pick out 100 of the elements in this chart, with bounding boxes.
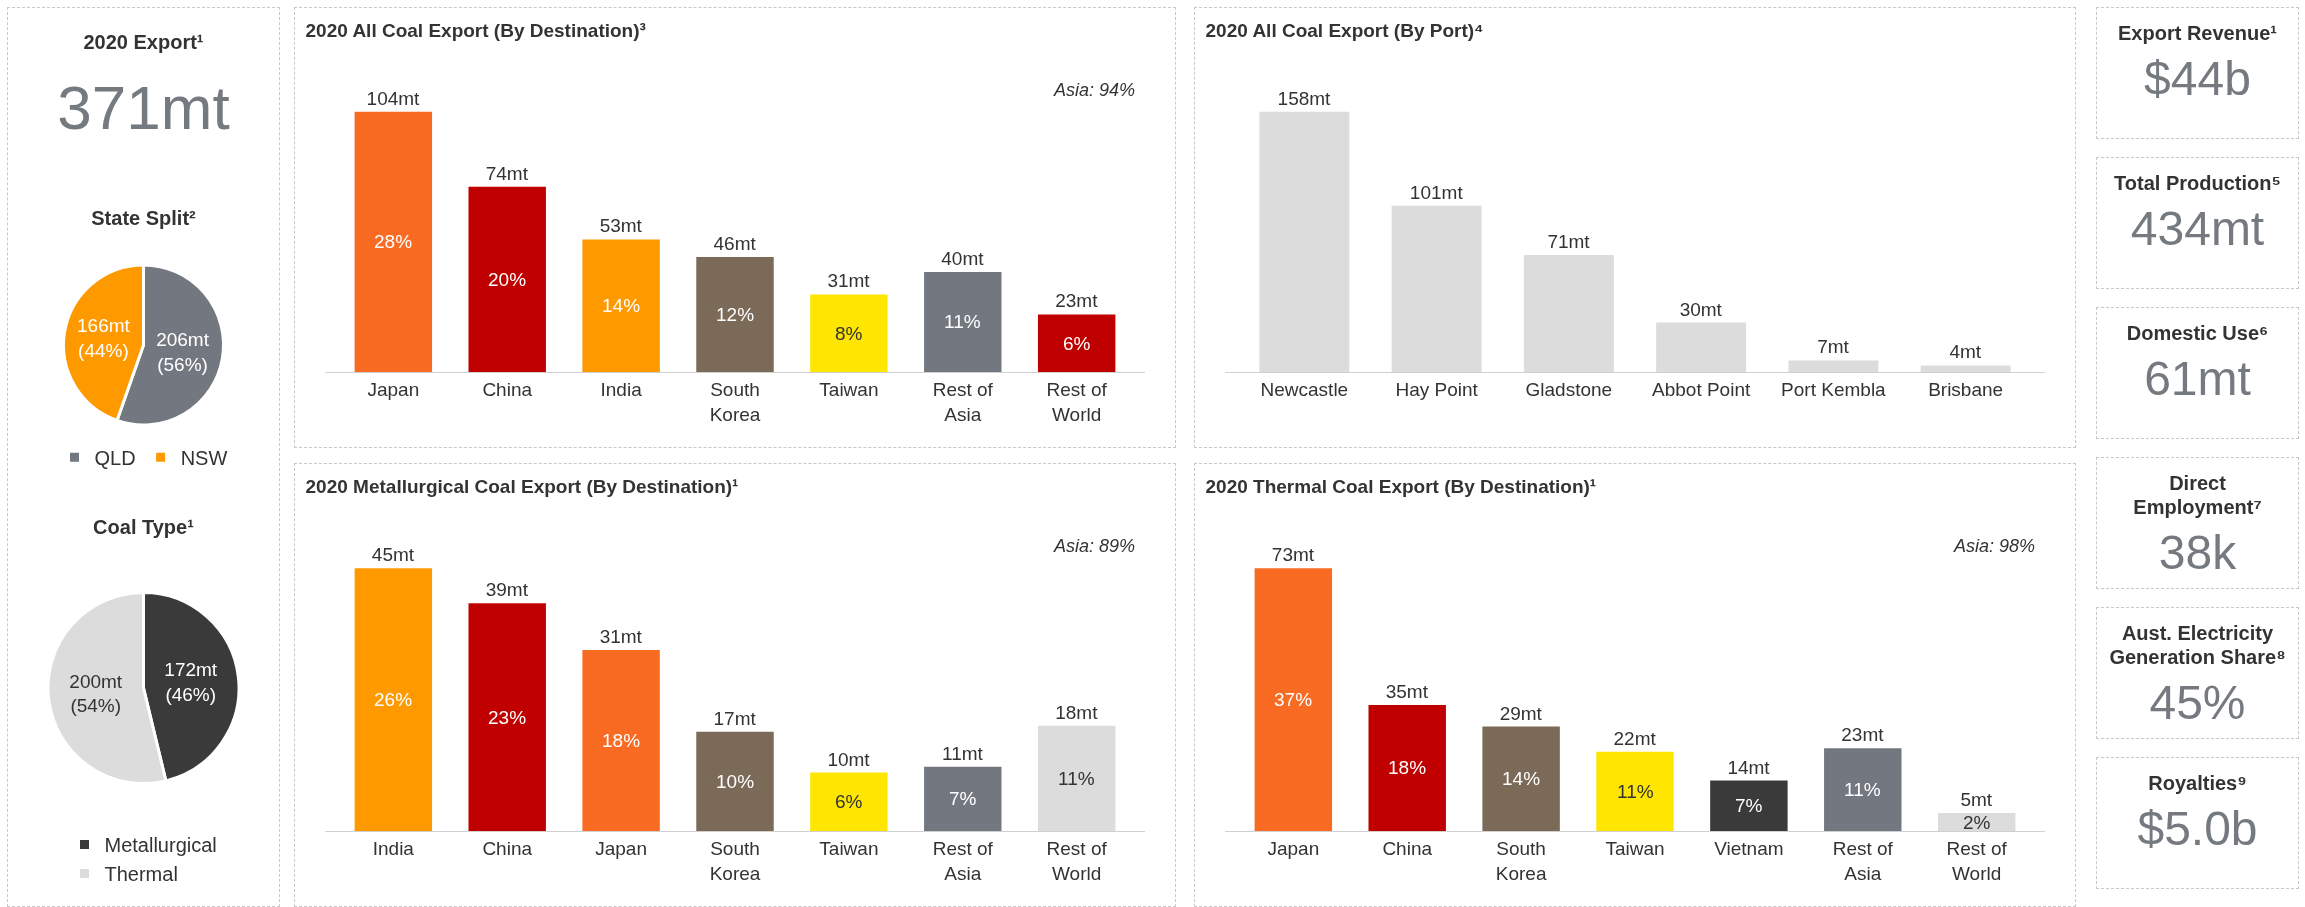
text: Royalties⁹	[2147, 771, 2248, 795]
data-label: 46mt	[713, 232, 757, 254]
bar	[354, 111, 433, 372]
text: Asia: 98%	[1953, 536, 2036, 556]
text: Asia: 94%	[1053, 80, 1136, 100]
x-tick-label: Rest of Asia	[1832, 837, 1894, 884]
text: 371mt	[57, 72, 230, 143]
data-label: 29mt	[1499, 702, 1543, 724]
x-tick-label: Rest of World	[1046, 837, 1108, 884]
x-tick-label: Hay Point	[1395, 378, 1479, 400]
bar	[810, 772, 888, 831]
x-tick-label: Abbot Point	[1652, 378, 1751, 400]
data-label: 31mt	[827, 270, 871, 292]
data-label: 172mt (46%)	[164, 659, 218, 706]
chart-title: 2020 All Coal Export (By Destination)³	[305, 19, 646, 41]
data-label: 101mt	[1409, 181, 1464, 203]
x-tick-label: China	[1382, 837, 1433, 859]
bar	[810, 294, 888, 372]
data-label: 40mt	[941, 247, 985, 269]
annotation: 37%	[1274, 689, 1313, 710]
annotation: 14%	[1502, 768, 1541, 789]
x-tick-label: Taiwan	[1605, 837, 1665, 859]
data-label: 206mt (56%)	[156, 328, 210, 375]
data-label: 18mt	[1055, 701, 1099, 723]
data-label: 17mt	[713, 707, 757, 729]
chart-title: State Split²	[91, 206, 197, 229]
text: 61mt	[2144, 351, 2251, 406]
data-label: 200mt (54%)	[69, 670, 123, 717]
chart-title: 2020 Metallurgical Coal Export (By Destination)¹	[305, 475, 739, 497]
legend-label: Thermal	[104, 863, 178, 886]
text: Aust. Electricity Generation Share⁸	[2108, 621, 2287, 669]
x-tick-label: Gladstone	[1525, 378, 1613, 400]
legend-label: Metallurgical	[104, 834, 217, 857]
x-tick-label: Japan	[595, 837, 647, 859]
x-tick-label: Japan	[1267, 837, 1320, 859]
annotation: 11%	[1844, 779, 1881, 800]
data-label: 7mt	[1817, 336, 1850, 358]
x-tick-label: Vietnam	[1714, 837, 1784, 859]
data-label: 11mt	[942, 742, 984, 764]
bar	[1482, 726, 1560, 831]
annotation: 18%	[1388, 757, 1427, 778]
bar	[1368, 704, 1446, 831]
text: Export Revenue¹	[2117, 21, 2278, 45]
annotation: 11%	[1058, 768, 1095, 789]
bar	[924, 766, 1002, 831]
data-label: 14mt	[1727, 756, 1771, 778]
x-tick-label: South Korea	[709, 378, 761, 425]
annotation: 18%	[602, 730, 641, 751]
annotation: 7%	[949, 788, 977, 809]
annotation: 8%	[835, 323, 863, 344]
x-tick-label: Rest of World	[1946, 837, 2008, 884]
annotation: 11%	[1617, 781, 1654, 802]
data-label: 35mt	[1385, 680, 1429, 702]
annotation: 6%	[835, 791, 863, 812]
text: $5.0b	[2137, 801, 2258, 856]
bar	[696, 731, 774, 831]
data-label: 4mt	[1949, 341, 1982, 363]
bar	[696, 256, 774, 372]
data-label: 53mt	[599, 215, 643, 237]
text: 38k	[2158, 525, 2237, 580]
text: Domestic Use⁶	[2125, 321, 2270, 345]
annotation: 11%	[944, 311, 981, 332]
text: $44b	[2144, 51, 2251, 106]
annotation: 12%	[716, 304, 755, 325]
text: 434mt	[2130, 201, 2265, 256]
bar	[1824, 748, 1902, 831]
data-label: 73mt	[1271, 544, 1315, 566]
annotation: 26%	[374, 689, 413, 710]
x-tick-label: Rest of Asia	[932, 378, 994, 425]
x-tick-label: China	[482, 837, 533, 859]
text: Direct Employment⁷	[2132, 471, 2263, 519]
text: 2020 Export¹	[82, 30, 205, 54]
bar	[582, 239, 660, 372]
data-label: 71mt	[1547, 231, 1591, 253]
x-tick-label: South Korea	[709, 837, 761, 884]
x-tick-label: Port Kembla	[1781, 378, 1887, 400]
annotation: 14%	[602, 295, 641, 316]
bar	[468, 603, 546, 831]
annotation: 6%	[1063, 333, 1091, 354]
data-label: 22mt	[1613, 727, 1657, 749]
bar	[1596, 751, 1674, 831]
annotation: 28%	[374, 231, 413, 252]
x-tick-label: Newcastle	[1260, 378, 1349, 400]
data-label: 23mt	[1055, 290, 1099, 312]
x-tick-label: Japan	[367, 378, 420, 400]
x-tick-label: South Korea	[1495, 837, 1547, 884]
x-tick-label: Taiwan	[819, 378, 879, 400]
data-label: 10mt	[827, 748, 871, 770]
bar	[1037, 314, 1116, 372]
chart-title: 2020 All Coal Export (By Port)⁴	[1205, 19, 1484, 41]
x-tick-label: Taiwan	[819, 837, 879, 859]
chart-title: 2020 Thermal Coal Export (By Destination)¹	[1205, 475, 1597, 497]
legend-label: NSW	[180, 447, 228, 470]
annotation: 23%	[488, 707, 527, 728]
x-tick-label: India	[372, 837, 415, 859]
bar	[468, 186, 546, 372]
x-tick-label: India	[600, 378, 643, 400]
x-tick-label: China	[482, 378, 533, 400]
data-label: 30mt	[1679, 298, 1723, 320]
x-tick-label: Brisbane	[1928, 378, 2004, 400]
